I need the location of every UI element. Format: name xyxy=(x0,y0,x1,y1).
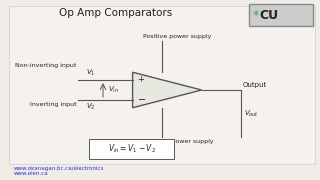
Text: $V_{in}=V_1-V_2$: $V_{in}=V_1-V_2$ xyxy=(108,143,156,156)
Polygon shape xyxy=(132,72,202,108)
Text: Positive power supply: Positive power supply xyxy=(143,34,211,39)
Text: $V_{out}$: $V_{out}$ xyxy=(244,109,259,119)
Bar xyxy=(249,4,313,26)
Text: CU: CU xyxy=(259,8,278,22)
FancyBboxPatch shape xyxy=(89,139,174,159)
Bar xyxy=(9,6,315,164)
Text: www.elen.ca: www.elen.ca xyxy=(14,171,49,176)
Text: +: + xyxy=(138,75,144,84)
Text: $V_2$: $V_2$ xyxy=(86,102,96,112)
Text: Op Amp Comparators: Op Amp Comparators xyxy=(59,8,172,18)
Text: *: * xyxy=(253,8,259,22)
Text: Output: Output xyxy=(243,82,267,88)
Text: www.okanagan.bc.ca/electronics: www.okanagan.bc.ca/electronics xyxy=(14,166,105,171)
Text: −: − xyxy=(138,95,146,105)
Text: Inverting input: Inverting input xyxy=(30,102,76,107)
Text: $V_{in}$: $V_{in}$ xyxy=(108,85,119,95)
Text: Negative power supply: Negative power supply xyxy=(141,139,213,144)
Text: $V_1$: $V_1$ xyxy=(86,68,96,78)
Text: Non-inverting input: Non-inverting input xyxy=(15,63,76,68)
